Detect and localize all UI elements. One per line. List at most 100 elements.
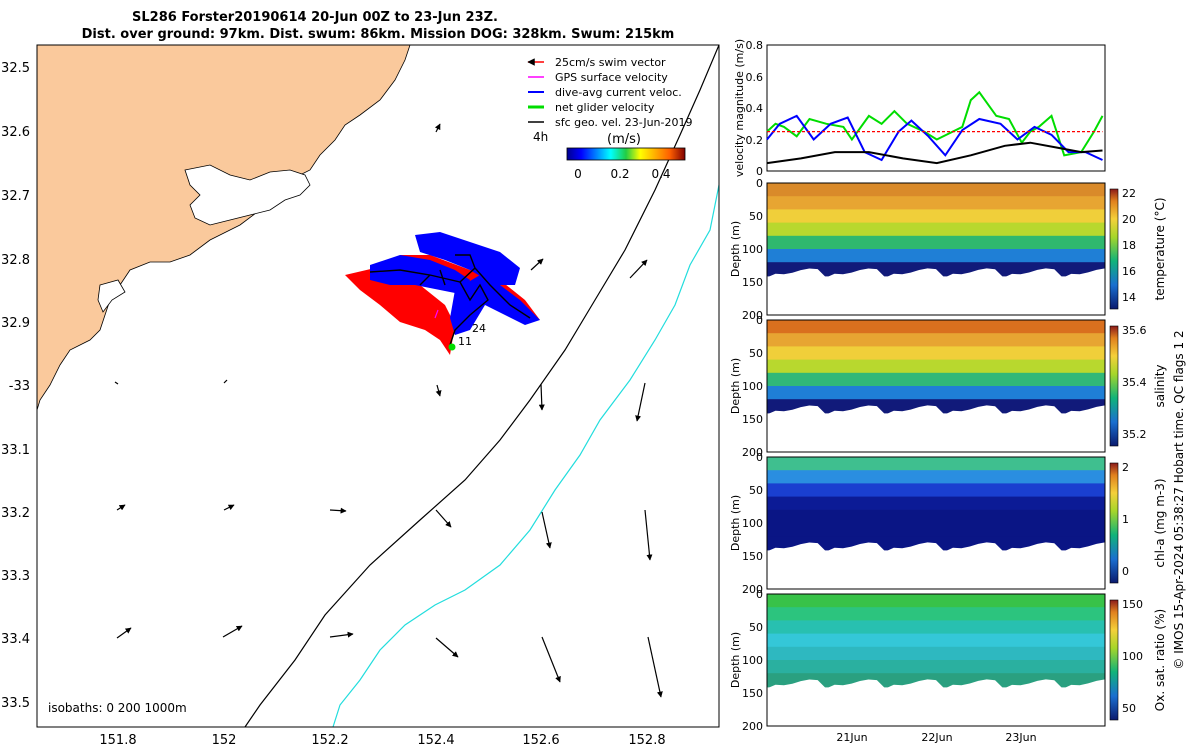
map-y-tick: 32.9 (1, 316, 30, 331)
legend-glider: net glider velocity (555, 101, 655, 114)
temperature-band (767, 196, 1105, 211)
temperature-frame (766, 182, 1106, 316)
geostrophic-arrows (114, 123, 663, 698)
map-y-tick: 33.4 (1, 632, 30, 647)
chla-band (767, 496, 1105, 511)
map-y-tick: 33.5 (1, 696, 30, 711)
temperature-band (767, 235, 1105, 250)
temperature-y-tick: 100 (742, 243, 763, 256)
oxygen-band (767, 620, 1105, 635)
map-x-tick: 152.4 (417, 733, 454, 748)
chla-colorbar-tick: 0 (1122, 565, 1129, 578)
map-colorbar-extra: 4h (533, 130, 548, 144)
chla-data-mask (767, 542, 1105, 589)
legend-geo: sfc geo. vel. 23-Jun-2019 (555, 116, 692, 129)
velocity-series-1 (766, 114, 1103, 162)
chla-colorbar-label: chl-a (mg m-3) (1153, 478, 1167, 567)
salinity-band (767, 386, 1105, 401)
salinity-panel: Depth (m) 0 50 100 150 200 35.6 35.4 35.2 salinit… (729, 314, 1167, 459)
salinity-y-tick: 150 (742, 413, 763, 426)
chla-y-tick: 100 (742, 517, 763, 530)
legend-gps: GPS surface velocity (555, 71, 668, 84)
oxygen-colorbar-tick: 150 (1122, 598, 1143, 611)
map-colorbar-tick: 0 (574, 167, 582, 181)
oxygen-y-tick: 0 (756, 588, 763, 601)
map-y-tick: 32.8 (1, 253, 30, 268)
salinity-band (767, 320, 1105, 335)
salinity-colorbar-tick: 35.6 (1122, 324, 1147, 337)
salinity-band (767, 346, 1105, 361)
velocity-panel: velocity magnitude (m/s) 0 0.2 0.4 0.6 0… (733, 39, 1106, 178)
figure-title-line1: SL286 Forster20190614 20-Jun 00Z to 23-J… (132, 10, 498, 25)
velocity-y-tick: 0.4 (746, 102, 764, 115)
map-colorbar-tick: 0.2 (610, 167, 629, 181)
temperature-y-tick: 150 (742, 276, 763, 289)
map-y-axis: 32.5 32.6 32.7 32.8 32.9 -33 33.1 33.2 3… (1, 61, 30, 711)
chla-ylabel: Depth (m) (729, 495, 742, 551)
chla-y-tick: 150 (742, 550, 763, 563)
chla-y-tick: 200 (742, 583, 763, 596)
map-panel: 24 11 (1, 44, 720, 748)
velocity-series-3 (766, 141, 1103, 165)
map-frame (36, 44, 720, 728)
credit-text: © IMOS 15-Apr-2024 05:38:27 Hobart time.… (1172, 330, 1186, 669)
temperature-band (767, 209, 1105, 224)
velocity-y-tick: 0.6 (746, 71, 764, 84)
map-legend: 25cm/s swim vector GPS surface velocity … (527, 56, 692, 129)
chla-band (767, 509, 1105, 524)
legend-swim: 25cm/s swim vector (555, 56, 666, 69)
chla-frame (766, 456, 1106, 590)
velocity-ylabel: velocity magnitude (m/s) (733, 39, 746, 177)
map-y-tick: 32.6 (1, 125, 30, 140)
velocity-plot-area (766, 44, 1106, 172)
salinity-y-tick: 50 (749, 347, 763, 360)
oxygen-colorbar-label: Ox. sat. ratio (%) (1153, 609, 1167, 711)
temperature-panel: Depth (m) 0 50 100 150 200 22 20 18 16 14 temperatu… (729, 177, 1167, 322)
track-label-11: 11 (458, 335, 472, 348)
salinity-band (767, 372, 1105, 387)
track-label-24: 24 (472, 322, 486, 335)
lake-area (184, 164, 311, 226)
time-x-tick: 21Jun (836, 731, 867, 744)
temperature-band (767, 249, 1105, 264)
oxygen-band (767, 633, 1105, 648)
chla-colorbar-tick: 1 (1122, 513, 1129, 526)
time-x-tick: 22Jun (921, 731, 952, 744)
figure-title-line2: Dist. over ground: 97km. Dist. swum: 86k… (82, 27, 675, 42)
temperature-y-tick: 50 (749, 210, 763, 223)
oxygen-colorbar-tick: 50 (1122, 702, 1136, 715)
isobath-1000m (332, 184, 719, 727)
chla-band (767, 470, 1105, 485)
oxygen-panel: Depth (m) 0 50 100 150 200 150 100 50 Ox. sat. ra… (729, 588, 1167, 733)
net-glider-marker (448, 343, 456, 351)
map-y-tick: 33.2 (1, 506, 30, 521)
temperature-colorbar-tick: 14 (1122, 291, 1136, 304)
salinity-colorbar-tick: 35.4 (1122, 376, 1147, 389)
map-x-tick: 152 (212, 733, 237, 748)
glider-track (369, 254, 531, 346)
salinity-colorbar-tick: 35.2 (1122, 428, 1147, 441)
velocity-y-tick: 0.8 (746, 39, 764, 52)
map-x-axis: 151.8 152 152.2 152.4 152.6 152.8 (99, 733, 665, 748)
gps-velocity (434, 309, 439, 319)
salinity-ylabel: Depth (m) (729, 358, 742, 414)
isobath-200m (244, 45, 719, 727)
chla-colorbar-tick: 2 (1122, 461, 1129, 474)
temperature-colorbar-tick: 20 (1122, 213, 1136, 226)
land-area (37, 45, 411, 411)
salinity-y-tick: 0 (756, 314, 763, 327)
oxygen-y-tick: 100 (742, 654, 763, 667)
oxygen-colorbar-tick: 100 (1122, 650, 1143, 663)
oxygen-y-tick: 50 (749, 621, 763, 634)
salinity-y-tick: 100 (742, 380, 763, 393)
chla-y-tick: 50 (749, 484, 763, 497)
salinity-y-tick: 200 (742, 446, 763, 459)
oxygen-y-tick: 150 (742, 687, 763, 700)
temperature-colorbar-tick: 22 (1122, 187, 1136, 200)
map-y-tick: -33 (9, 379, 30, 394)
chla-band (767, 523, 1105, 538)
oxygen-band (767, 594, 1105, 609)
map-x-tick: 152.8 (628, 733, 665, 748)
oxygen-band (767, 607, 1105, 622)
isobaths-label: isobaths: 0 200 1000m (48, 701, 187, 715)
